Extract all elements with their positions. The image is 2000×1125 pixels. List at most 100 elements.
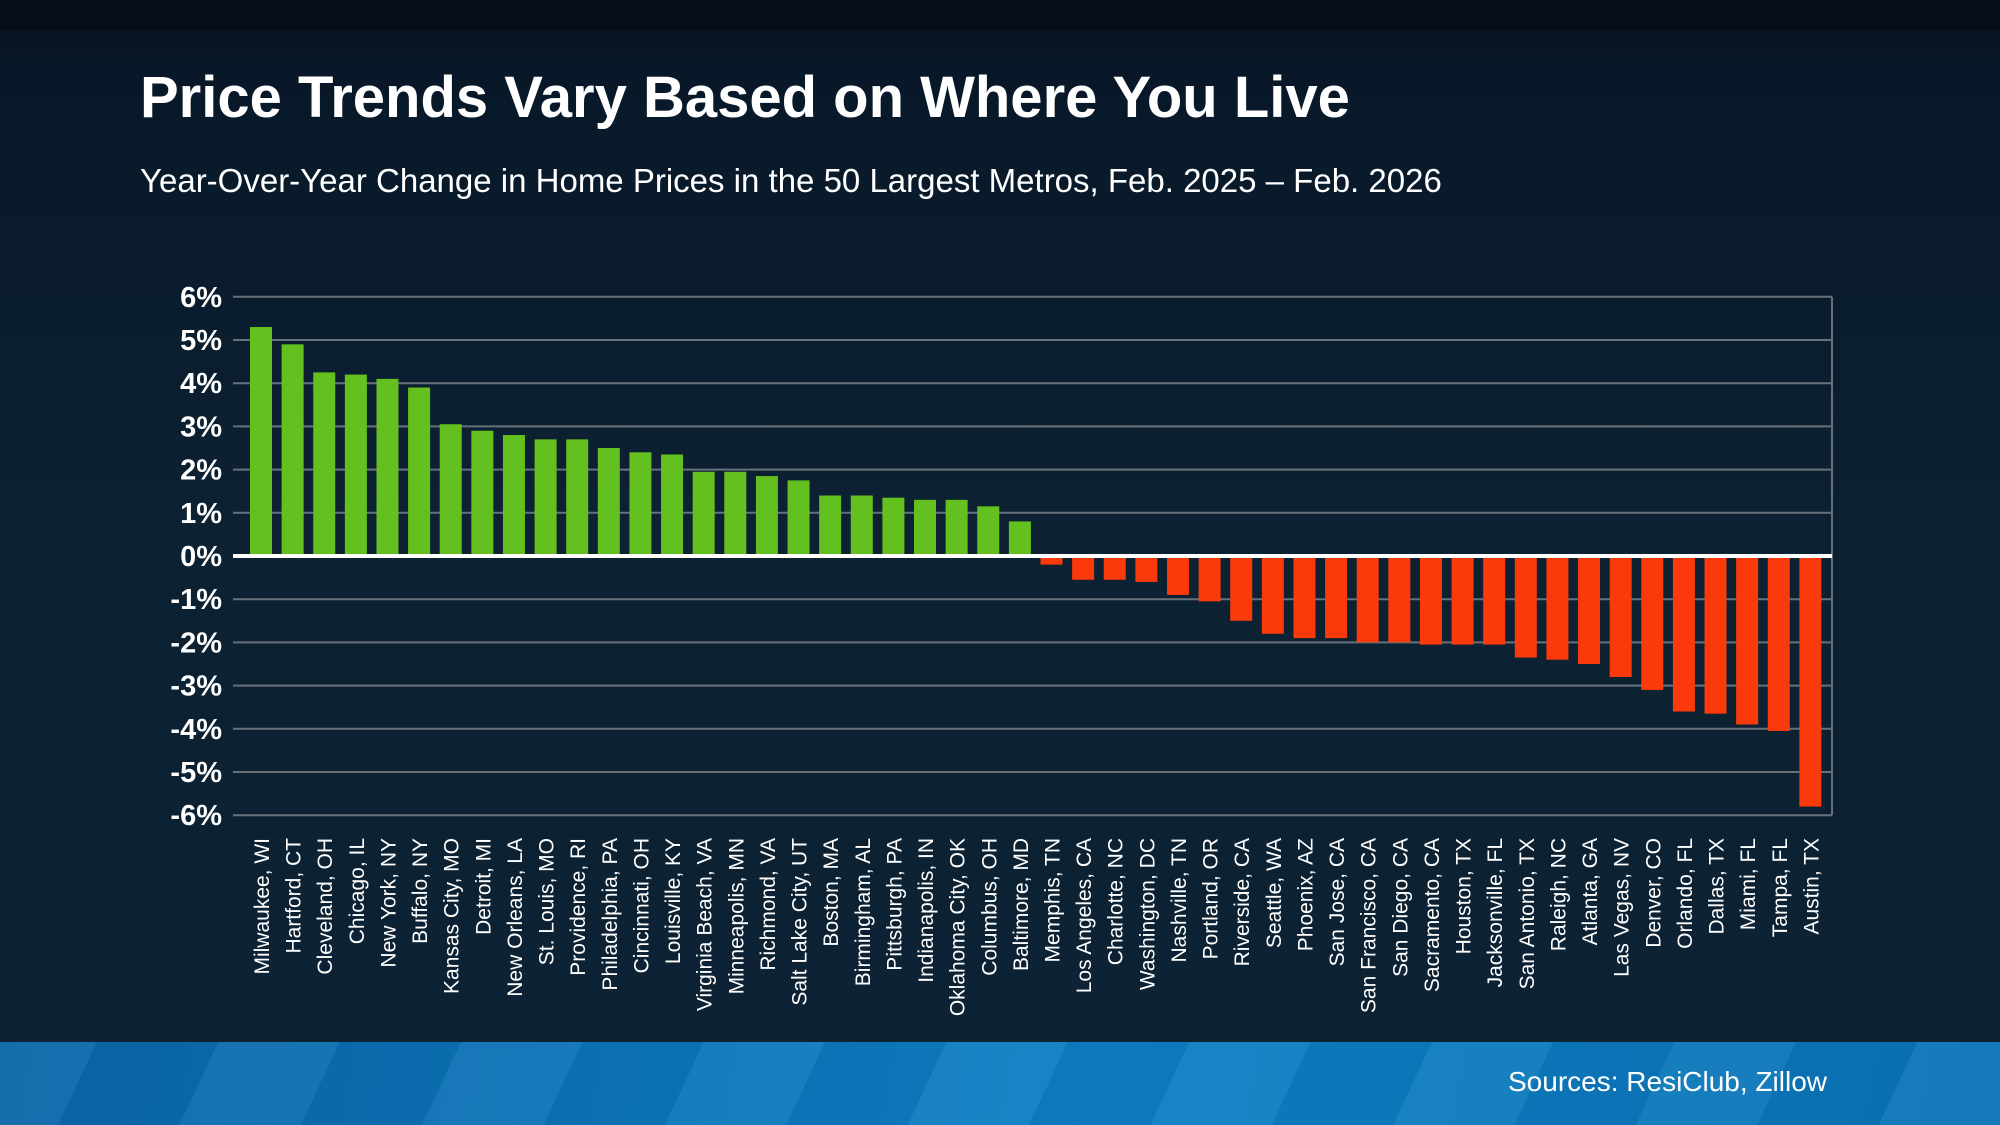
x-axis-label: New Orleans, LA — [504, 838, 527, 997]
bar-st-louis-mo — [534, 439, 557, 556]
page-title: Price Trends Vary Based on Where You Liv… — [140, 65, 1350, 130]
bar-washington-dc — [1135, 556, 1158, 582]
x-axis-label: Washington, DC — [1136, 838, 1159, 990]
x-axis-label: Kansas City, MO — [441, 838, 464, 994]
x-axis-label: San Antonio, TX — [1516, 838, 1539, 989]
bar-las-vegas-nv — [1609, 556, 1632, 677]
bar-boston-ma — [819, 495, 842, 556]
y-axis-tick: -3% — [170, 671, 222, 703]
bars — [250, 327, 1822, 807]
bar-san-diego-ca — [1388, 556, 1411, 643]
x-axis-label: Denver, CO — [1642, 838, 1665, 948]
x-axis-label: Raleigh, NC — [1547, 838, 1570, 951]
bar-virginia-beach-va — [692, 471, 715, 556]
x-axis-label: Detroit, MI — [472, 838, 495, 935]
x-axis-label: Los Angeles, CA — [1073, 838, 1096, 993]
bar-san-francisco-ca — [1356, 556, 1379, 643]
bar-columbus-oh — [977, 506, 1000, 556]
bar-baltimore-md — [1008, 521, 1031, 556]
page-subtitle: Year-Over-Year Change in Home Prices in … — [140, 162, 1442, 199]
bar-oklahoma-city-ok — [945, 499, 968, 556]
x-axis-label: Atlanta, GA — [1579, 838, 1602, 945]
bar-salt-lake-city-ut — [787, 480, 810, 556]
y-axis-tick: -2% — [170, 627, 222, 659]
x-axis-label: Portland, OR — [1200, 838, 1223, 959]
x-axis-label: Milwaukee, WI — [251, 838, 274, 975]
sources-label: Sources: ResiClub, Zillow — [1508, 1066, 1827, 1097]
x-axis-label: Boston, MA — [820, 838, 843, 947]
bar-new-york-ny — [376, 378, 399, 556]
bar-austin-tx — [1799, 556, 1822, 807]
y-axis-tick: 2% — [180, 455, 222, 487]
x-axis-label: Tampa, FL — [1769, 838, 1792, 937]
x-axis-label: Pittsburgh, PA — [883, 838, 906, 971]
bar-dallas-tx — [1704, 556, 1727, 714]
x-axis-label: Virginia Beach, VA — [694, 838, 717, 1011]
bar-portland-or — [1198, 556, 1221, 602]
x-axis-label: Nashville, TN — [1168, 838, 1191, 962]
y-axis-tick: -1% — [170, 584, 222, 616]
x-axis-label: Jacksonville, FL — [1484, 838, 1507, 987]
x-axis-label: Sacramento, CA — [1421, 838, 1444, 992]
x-axis-label: San Diego, CA — [1389, 838, 1412, 977]
x-axis-label: Columbus, OH — [978, 838, 1001, 976]
x-axis-label: Providence, RI — [567, 838, 590, 976]
bar-sacramento-ca — [1419, 556, 1442, 645]
x-axis-label: Cleveland, OH — [314, 838, 337, 975]
x-axis-label: Miami, FL — [1737, 838, 1760, 930]
x-axis-label: Riverside, CA — [1231, 838, 1254, 966]
x-axis-labels: Milwaukee, WI Hartford, CT Cleveland, OH Ch… — [251, 838, 1823, 1016]
x-axis-label: New York, NY — [377, 838, 400, 968]
y-axis-tick: 3% — [180, 411, 222, 443]
bar-memphis-tn — [1040, 556, 1063, 565]
bar-denver-co — [1641, 556, 1664, 690]
bar-philadelphia-pa — [597, 448, 620, 556]
y-axis-tick: 6% — [180, 282, 222, 314]
y-axis-tick: 4% — [180, 368, 222, 400]
bar-tampa-fl — [1767, 556, 1790, 731]
bar-seattle-wa — [1261, 556, 1284, 634]
x-axis-label: Birmingham, AL — [852, 838, 875, 986]
x-axis-label: Oklahoma City, OK — [947, 838, 970, 1016]
x-axis-label: Las Vegas, NV — [1611, 838, 1634, 977]
x-axis-label: Dallas, TX — [1706, 838, 1729, 934]
y-axis-tick: -4% — [170, 714, 222, 746]
bar-miami-fl — [1736, 556, 1759, 725]
x-axis-label: Cincinnati, OH — [630, 838, 653, 973]
x-axis-label: St. Louis, MO — [536, 838, 559, 965]
x-axis-label: Charlotte, NC — [1105, 838, 1128, 965]
bar-raleigh-nc — [1546, 556, 1569, 660]
x-axis-label: Phoenix, AZ — [1294, 838, 1317, 951]
x-axis-label: Indianapolis, IN — [915, 838, 938, 983]
bar-atlanta-ga — [1578, 556, 1601, 664]
x-axis-label: Buffalo, NY — [409, 838, 432, 944]
x-axis-label: Orlando, FL — [1674, 838, 1697, 949]
x-axis-label: Minneapolis, MN — [725, 838, 748, 994]
x-axis-label: Louisville, KY — [662, 838, 685, 964]
x-axis-label: Baltimore, MD — [1010, 838, 1033, 971]
bar-jacksonville-fl — [1483, 556, 1506, 645]
bar-minneapolis-mn — [724, 471, 747, 556]
bar-nashville-tn — [1166, 556, 1189, 595]
x-axis-label: Philadelphia, PA — [599, 838, 622, 991]
bar-los-angeles-ca — [1072, 556, 1095, 580]
bar-phoenix-az — [1293, 556, 1316, 639]
bar-richmond-va — [755, 476, 778, 556]
x-axis-label: Richmond, VA — [757, 838, 780, 971]
bar-chicago-il — [344, 374, 367, 556]
x-axis-label: Austin, TX — [1800, 838, 1823, 935]
footer-band — [0, 1042, 2000, 1125]
bar-orlando-fl — [1672, 556, 1695, 712]
top-edge — [0, 0, 2000, 30]
x-axis-label: Houston, TX — [1453, 838, 1476, 954]
bar-houston-tx — [1451, 556, 1474, 645]
bar-charlotte-nc — [1103, 556, 1126, 580]
bar-indianapolis-in — [914, 499, 937, 556]
x-axis-label: Hartford, CT — [283, 838, 306, 954]
zero-line — [233, 554, 1832, 558]
bar-san-jose-ca — [1325, 556, 1348, 639]
y-axis-labels: 6% 5% 4% 3% 2% 1% 0% -1% -2% -3% -4% -5% -6% — [170, 282, 222, 832]
x-axis-label: Salt Lake City, UT — [789, 838, 812, 1006]
x-axis-label: San Jose, CA — [1326, 838, 1349, 966]
